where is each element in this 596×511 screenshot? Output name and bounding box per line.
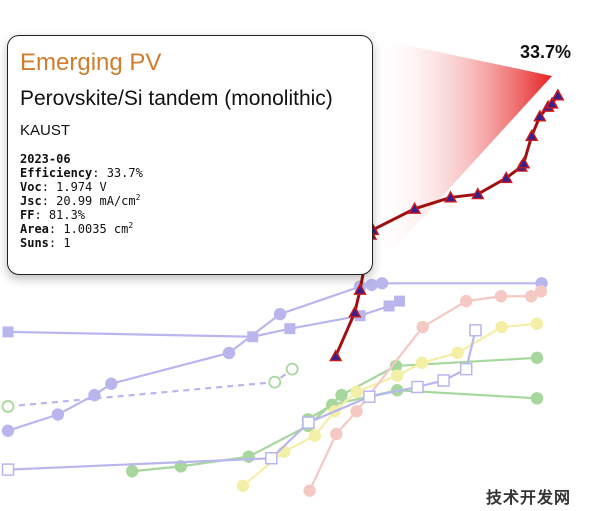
data-point-circle [365, 278, 378, 292]
tooltip-card: Emerging PV Perovskite/Si tandem (monoli… [7, 35, 373, 275]
data-point-circle [105, 377, 118, 390]
data-point-square-open [469, 324, 482, 337]
data-point-circle-open [1, 400, 15, 413]
data-point-circle [389, 359, 403, 373]
data-point-circle [350, 405, 363, 418]
tooltip-institution: KAUST [20, 122, 71, 139]
data-point-triangle [471, 187, 485, 200]
data-point-circle [1, 424, 15, 437]
data-point-triangle [499, 171, 513, 184]
data-point-circle [460, 294, 473, 308]
data-point-square-open [459, 362, 473, 376]
data-point-square [383, 300, 395, 312]
data-point-circle [495, 320, 508, 334]
tooltip-voc: Voc: 1.974 V [20, 180, 107, 194]
series-line-3 [7, 368, 293, 408]
data-point-circle [524, 290, 538, 303]
data-point-square-open [1, 463, 15, 476]
data-point-square-open [265, 452, 278, 465]
data-point-circle [125, 465, 139, 478]
tooltip-suns: Suns: 1 [20, 236, 71, 250]
data-point-triangle [348, 305, 362, 318]
tooltip-efficiency: Efficiency: 33.7% [20, 166, 143, 180]
data-point-triangle [407, 201, 422, 214]
data-point-circle [222, 346, 236, 360]
peak-efficiency-label: 33.7% [520, 42, 572, 62]
data-point-triangle [551, 88, 565, 101]
data-point-triangle [353, 282, 367, 295]
series-line-6 [242, 322, 538, 487]
data-point-circle [415, 356, 429, 369]
data-point-triangle [329, 349, 343, 362]
data-point-circle [350, 385, 363, 399]
data-point-circle [530, 351, 544, 365]
data-point-circle [451, 346, 464, 360]
data-point-circle [51, 408, 65, 421]
data-point-circle [242, 450, 255, 463]
data-point-circle [390, 369, 404, 382]
data-point-triangle [443, 190, 458, 203]
data-point-square [394, 295, 405, 307]
data-point-circle-open [268, 375, 282, 389]
data-point-square [247, 331, 259, 343]
tooltip-device-name: Perovskite/Si tandem (monolithic) [20, 87, 333, 110]
data-point-circle [494, 290, 508, 303]
data-point-circle [335, 388, 348, 402]
data-point-circle [273, 307, 287, 321]
data-point-triangle [533, 109, 547, 122]
data-point-square-open [437, 374, 450, 387]
data-point-circle [530, 317, 544, 330]
data-point-circle [236, 479, 250, 492]
data-point-square-open [302, 416, 315, 429]
data-point-square [2, 326, 14, 338]
data-point-triangle [516, 156, 531, 169]
data-point-square [284, 323, 296, 335]
data-point-circle [530, 392, 544, 405]
data-point-circle [534, 285, 548, 298]
data-point-square-open [411, 380, 424, 394]
tooltip-category: Emerging PV [20, 49, 162, 76]
tooltip-jsc: Jsc: 20.99 mA/cm2 [20, 193, 141, 209]
watermark: 技术开发网 [486, 490, 572, 507]
data-point-circle [416, 320, 429, 334]
data-point-circle [375, 277, 389, 290]
data-point-circle [330, 427, 343, 441]
data-point-circle [308, 429, 322, 442]
data-point-square-open [363, 390, 376, 403]
series-line-2 [7, 300, 400, 338]
tooltip-ff: FF: 81.3% [20, 208, 86, 222]
tooltip-date: 2023-06 [20, 152, 71, 166]
tooltip-area: Area: 1.0035 cm2 [20, 221, 134, 237]
data-point-circle [303, 484, 316, 497]
data-point-triangle [525, 128, 539, 141]
data-point-triangle [545, 96, 559, 109]
data-point-circle-open [285, 362, 299, 376]
